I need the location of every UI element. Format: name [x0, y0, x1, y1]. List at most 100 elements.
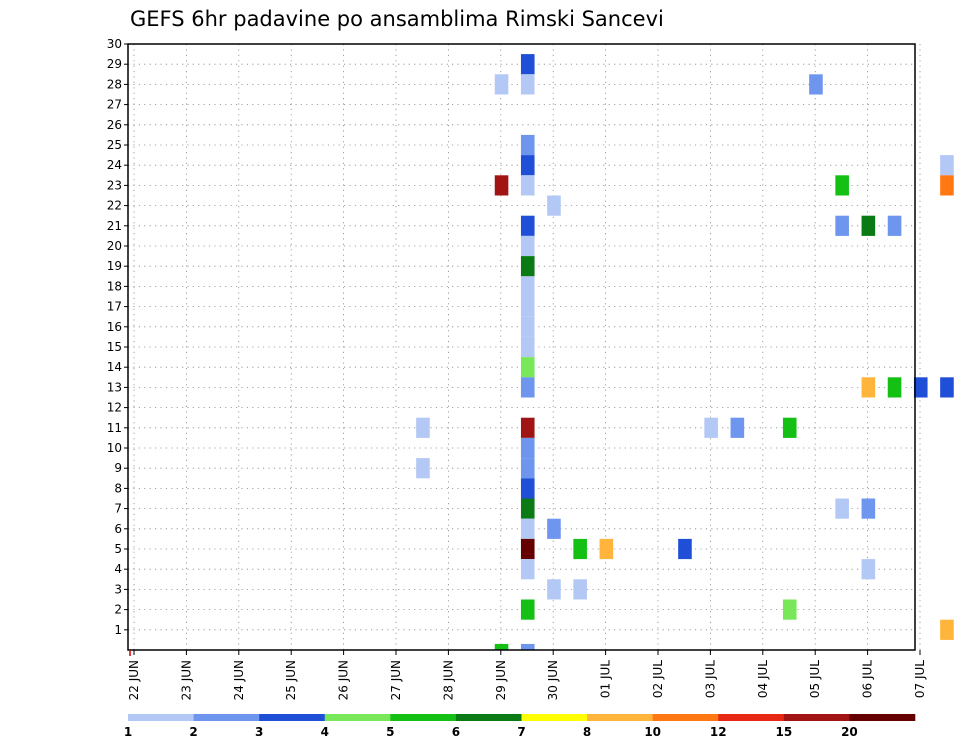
colorbar-label: 12: [710, 725, 727, 739]
colorbar-swatch: [783, 714, 850, 721]
x-tick-label: 23 JUN: [179, 660, 193, 700]
y-tick-label: 8: [114, 481, 122, 495]
heatmap-cell: [835, 175, 849, 196]
x-tick-label: 02 JUL: [651, 660, 665, 698]
y-tick-label: 22: [107, 199, 122, 213]
y-tick-label: 29: [107, 57, 122, 71]
heatmap-cell: [547, 579, 561, 600]
heatmap-cell: [520, 559, 535, 580]
y-tick-label: 10: [107, 441, 122, 455]
heatmap-cell: [704, 417, 718, 438]
x-tick-label: 07 JUL: [913, 660, 927, 698]
heatmap-cell: [887, 377, 902, 398]
heatmap-cell: [520, 599, 535, 620]
heatmap-cell: [520, 538, 535, 560]
colorbar-label: 7: [517, 725, 525, 739]
y-tick-label: 4: [114, 562, 122, 576]
heatmap-cell: [494, 74, 509, 95]
heatmap-cell: [520, 296, 535, 317]
heatmap-cell: [940, 155, 954, 176]
heatmap-cell: [835, 498, 849, 519]
y-tick-label: 12: [107, 401, 122, 415]
y-axis: 1234567891011121314151617181920212223242…: [107, 37, 128, 637]
colorbar-swatch: [521, 714, 588, 721]
colorbar-label: 3: [255, 725, 263, 739]
heatmap-cell: [520, 276, 535, 297]
heatmap-cell: [494, 175, 509, 196]
heatmap-edge-cell: [520, 643, 535, 650]
heatmap-cell: [520, 256, 535, 277]
colorbar-swatch: [390, 714, 457, 721]
y-tick-label: 9: [114, 461, 122, 475]
y-tick-label: 11: [107, 421, 122, 435]
x-tick-label: 03 JUL: [703, 660, 717, 698]
colorbar-swatch: [193, 714, 260, 721]
y-tick-label: 1: [114, 623, 122, 637]
y-tick-label: 5: [114, 542, 122, 556]
y-tick-label: 28: [107, 77, 122, 91]
heatmap-cell: [861, 377, 876, 398]
y-tick-label: 18: [107, 279, 122, 293]
y-tick-label: 20: [107, 239, 122, 253]
colorbar-swatch: [849, 714, 916, 721]
x-tick-label: 05 JUL: [808, 660, 822, 698]
heatmap-cell: [547, 518, 561, 539]
x-tick-label: 06 JUL: [861, 660, 875, 698]
x-tick-label: 01 JUL: [599, 660, 613, 698]
heatmap-cell: [520, 478, 535, 499]
heatmap-cell: [416, 458, 430, 479]
heatmap-cell: [520, 498, 535, 519]
edge-cells: [494, 643, 535, 650]
x-tick-label: 27 JUN: [389, 660, 403, 700]
heatmap-cell: [599, 538, 614, 560]
y-tick-label: 13: [107, 380, 122, 394]
y-tick-label: 25: [107, 138, 122, 152]
y-tick-label: 16: [107, 320, 122, 334]
heatmap-cell: [573, 579, 587, 600]
y-tick-label: 21: [107, 219, 122, 233]
heatmap-cell: [520, 54, 535, 75]
y-tick-label: 30: [107, 37, 122, 51]
x-tick-label: 24 JUN: [232, 660, 246, 700]
heatmap-cell: [547, 195, 561, 216]
heatmap-cell: [940, 175, 954, 196]
colorbar-label: 10: [644, 725, 661, 739]
y-tick-label: 2: [114, 603, 122, 617]
colorbar-swatch: [652, 714, 719, 721]
heatmap-cell: [520, 74, 535, 95]
grid-lines: [128, 43, 921, 650]
heatmap-cell: [520, 155, 535, 176]
colorbar-label: 15: [775, 725, 792, 739]
heatmap-cell: [940, 619, 954, 640]
x-tick-label: 26 JUN: [337, 660, 351, 700]
heatmap-edge-cell: [494, 643, 509, 650]
heatmap-cell: [520, 518, 535, 539]
heatmap-cell: [782, 417, 797, 438]
heatmap-cell: [520, 235, 535, 257]
y-tick-label: 7: [114, 502, 122, 516]
heatmap-cell: [573, 538, 587, 560]
heatmap-cell: [416, 417, 430, 438]
y-tick-label: 24: [107, 158, 122, 172]
heatmap-cell: [520, 357, 535, 378]
y-tick-label: 27: [107, 98, 122, 112]
x-tick-label: 22 JUN: [127, 660, 141, 700]
heatmap-cell: [809, 74, 823, 95]
x-tick-label: 29 JUN: [494, 660, 508, 700]
y-tick-label: 3: [114, 582, 122, 596]
heatmap-cell: [861, 215, 876, 236]
y-tick-label: 26: [107, 118, 122, 132]
heatmap-cell: [520, 175, 535, 196]
colorbar-label: 8: [583, 725, 591, 739]
colorbar-label: 4: [321, 725, 329, 739]
colorbar-label: 2: [189, 725, 197, 739]
x-tick-label: 28 JUN: [441, 660, 455, 700]
colorbar-swatch: [259, 714, 326, 721]
colorbar-label: 5: [386, 725, 394, 739]
y-tick-label: 17: [107, 300, 122, 314]
y-tick-label: 23: [107, 178, 122, 192]
x-tick-label: 30 JUN: [546, 660, 560, 700]
heatmap-cell: [730, 417, 745, 438]
colorbar-swatch: [587, 714, 653, 721]
